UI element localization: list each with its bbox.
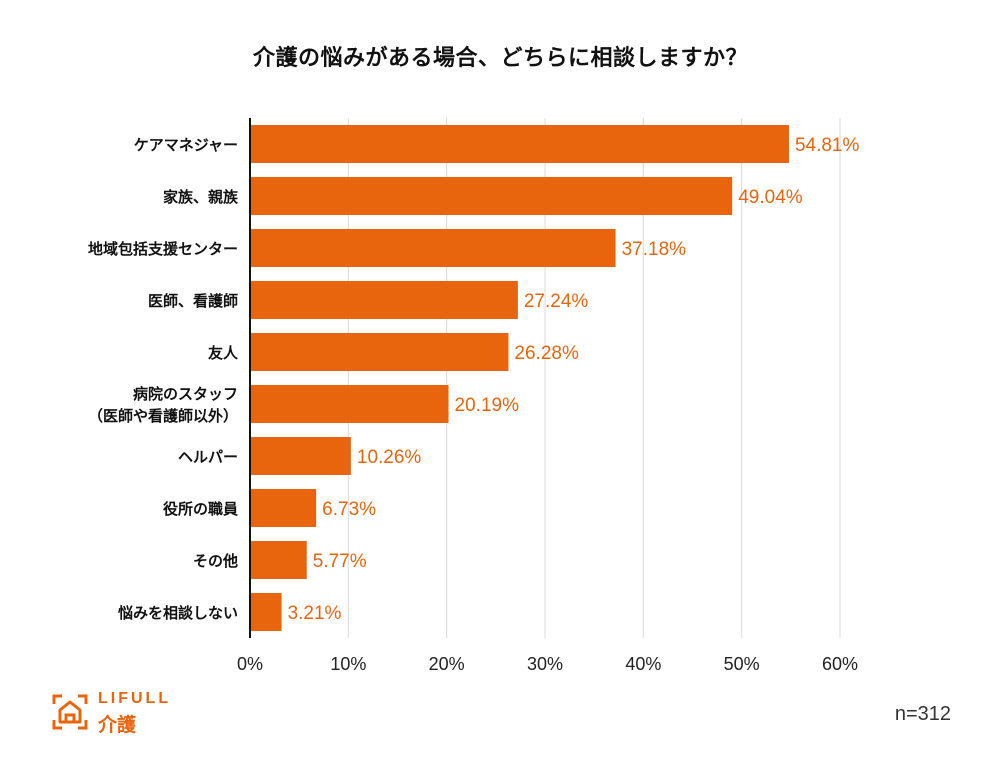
chart-title: 介護の悩みがある場合、どちらに相談しますか？ [252,46,748,71]
logo-text-kaigo: 介護 [98,714,137,736]
value-label: 6.73% [322,499,376,520]
bar [250,333,509,371]
bar [250,489,317,527]
value-label: 10.26% [357,447,422,468]
category-label: 病院のスタッフ [133,385,238,403]
x-tick-label: 20% [429,654,465,674]
x-tick-label: 30% [527,654,563,674]
category-label: 地域包括支援センター [88,240,238,258]
x-tick-label: 60% [822,654,858,674]
bar [250,177,733,215]
bar [250,437,351,475]
category-label: 医師、看護師 [148,292,238,310]
value-label: 26.28% [514,343,579,364]
x-tick-label: 0% [237,654,263,674]
bar [250,125,789,163]
value-label: 27.24% [524,291,589,312]
logo-text-lifull: LIFULL [98,690,172,707]
value-label: 37.18% [622,239,687,260]
category-label: 友人 [208,344,239,362]
bar [250,229,616,267]
bar [250,541,307,579]
category-label: 役所の職員 [163,500,238,518]
category-label: 悩みを相談しない [117,604,238,622]
x-tick-label: 50% [724,654,760,674]
category-label: （医師や看護師以外） [88,407,238,425]
value-label: 5.77% [313,551,367,572]
value-label: 20.19% [455,395,520,416]
house-logo-icon [52,694,88,730]
sample-size-note: n=312 [894,703,951,725]
lifull-logo: LIFULL 介護 [50,690,180,736]
x-tick-label: 10% [330,654,366,674]
category-label: ヘルパー [178,448,238,466]
value-label: 54.81% [795,135,860,156]
value-label: 49.04% [738,187,803,208]
bar [250,385,449,423]
bar [250,281,518,319]
category-label: ケアマネジャー [134,136,238,154]
bar [250,593,282,631]
value-label: 3.21% [288,603,342,624]
category-label: 家族、親族 [163,188,239,206]
category-label: その他 [193,552,238,570]
x-tick-label: 40% [625,654,661,674]
